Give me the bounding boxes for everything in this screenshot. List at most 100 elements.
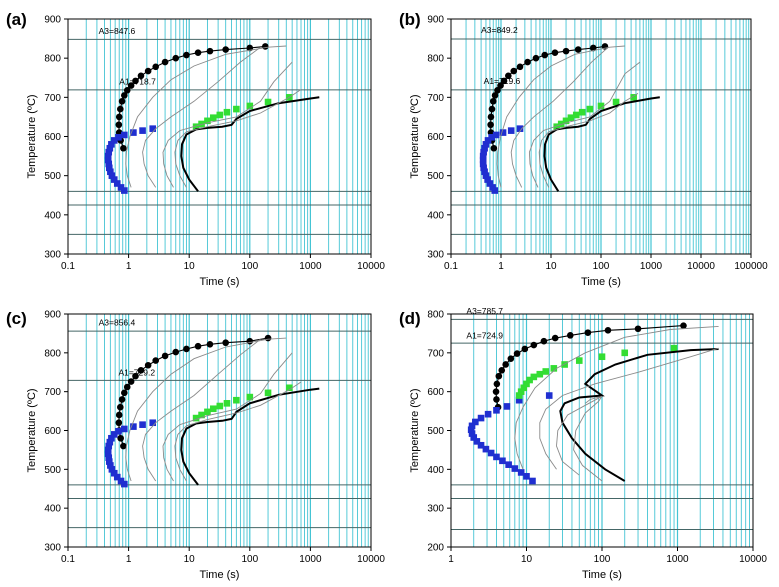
p3-x-tick-label: 100 bbox=[594, 554, 611, 565]
p3-series-1-point bbox=[477, 441, 485, 449]
p1-y-tick-label: 400 bbox=[427, 210, 444, 221]
p0-x-tick-label: 0.1 bbox=[61, 261, 75, 272]
p0-series-2-point bbox=[223, 108, 231, 116]
p1-series-2-point bbox=[572, 111, 580, 119]
p0-series-0-point bbox=[132, 77, 139, 85]
p0-y-tick-label: 800 bbox=[44, 54, 61, 65]
p1-series-2-point bbox=[567, 114, 575, 121]
p1-series-1-point bbox=[492, 131, 500, 139]
p0-series-0-point bbox=[261, 43, 269, 50]
p2-x-tick-label: 10000 bbox=[357, 554, 385, 565]
p1-y-tick-label: 800 bbox=[427, 54, 444, 65]
p1-x-tick-label: 100000 bbox=[734, 261, 768, 272]
p3-series-2-point bbox=[670, 344, 678, 352]
p1-series-1-point bbox=[482, 141, 490, 148]
p1-y-tick-label: 700 bbox=[427, 93, 444, 104]
p3-series-2-point bbox=[523, 380, 530, 388]
p2-series-2-point bbox=[198, 411, 205, 419]
p3-series-0-point bbox=[680, 322, 687, 329]
p0-series-2-point bbox=[264, 98, 272, 106]
p2-series-4-line bbox=[125, 337, 287, 482]
p2-series-1-point bbox=[105, 454, 113, 461]
p0-series-0-point bbox=[115, 121, 123, 129]
p2-series-0-point bbox=[144, 361, 152, 369]
p1-series-0-point bbox=[500, 77, 508, 85]
p1-x-tick-label: 1000 bbox=[640, 261, 663, 272]
p2-series-0-point bbox=[123, 383, 131, 391]
p3-series-2-point bbox=[550, 365, 558, 372]
p3-series-1-point bbox=[503, 403, 511, 410]
p3-annotation: A3=785.7 bbox=[466, 306, 503, 316]
p1-series-1-point bbox=[488, 133, 495, 141]
p1-series-0-point bbox=[574, 46, 582, 53]
p1-series-2-point bbox=[612, 98, 620, 106]
p0-series-1-point bbox=[106, 144, 114, 152]
p1-x-tick-label: 0.1 bbox=[444, 261, 458, 272]
p2-series-0-point bbox=[120, 442, 127, 450]
p1-y-axis-label: Temperature (ºC) bbox=[409, 94, 421, 178]
p3-series-1-point bbox=[545, 392, 553, 399]
p2-series-2-point bbox=[192, 414, 200, 422]
p3-series-1-point bbox=[470, 434, 478, 441]
p0-x-tick-label: 1000 bbox=[299, 261, 322, 272]
p0-series-1-point bbox=[130, 129, 137, 136]
p1-y-tick-label: 600 bbox=[427, 132, 444, 143]
p1-x-tick-label: 1 bbox=[498, 261, 504, 272]
p2-x-tick-label: 0.1 bbox=[61, 554, 75, 565]
p1-series-0-point bbox=[516, 63, 524, 71]
p1-y-tick-label: 500 bbox=[427, 171, 444, 182]
p0-series-7-line bbox=[174, 89, 302, 188]
p0-y-tick-label: 600 bbox=[44, 132, 61, 143]
p1-series-1-point bbox=[499, 129, 507, 136]
p0-series-2-point bbox=[233, 105, 240, 113]
p0-series-0-point bbox=[127, 82, 135, 89]
p3-x-tick-label: 1 bbox=[448, 554, 454, 565]
p0-series-6-line bbox=[162, 61, 293, 188]
p2-series-1-point bbox=[106, 438, 114, 446]
p3-series-1-point bbox=[505, 461, 512, 468]
p1-series-3-line bbox=[543, 96, 660, 192]
p1-series-1-point bbox=[484, 176, 491, 183]
p3-y-tick-label: 300 bbox=[427, 504, 444, 515]
p1-series-1-point bbox=[484, 137, 492, 144]
p0-series-1-point bbox=[110, 137, 118, 144]
p3-x-tick-label: 10000 bbox=[739, 554, 767, 565]
p2-series-2-point bbox=[233, 396, 240, 404]
p0-y-tick-label: 500 bbox=[44, 171, 61, 182]
p1-annotation: A1=719.6 bbox=[484, 76, 521, 86]
p1-series-1-point bbox=[482, 172, 490, 179]
p1-series-2-point bbox=[578, 108, 586, 116]
p0-series-5-line bbox=[142, 46, 261, 188]
p0-series-0-point bbox=[172, 54, 180, 62]
panel-label-a: (a) bbox=[6, 10, 27, 29]
p3-series-4-line bbox=[514, 325, 719, 470]
p2-series-0-point bbox=[117, 403, 124, 411]
p3-series-2-point bbox=[542, 368, 550, 375]
p3-series-2-point bbox=[598, 353, 606, 361]
p3-series-0-point bbox=[521, 345, 529, 353]
p2-series-0-point bbox=[206, 340, 214, 348]
p3-series-0-point bbox=[492, 388, 500, 395]
p3-series-0-point bbox=[507, 355, 515, 362]
p1-series-2-point bbox=[553, 123, 560, 131]
p3-y-tick-label: 200 bbox=[427, 543, 444, 554]
p0-y-axis-label: Temperature (ºC) bbox=[26, 94, 38, 178]
p3-series-3-line bbox=[559, 348, 719, 482]
p2-series-1-point bbox=[121, 425, 128, 433]
p3-series-1-point bbox=[487, 449, 495, 457]
p0-series-0-point bbox=[144, 67, 152, 75]
p2-series-0-point bbox=[117, 434, 124, 442]
p3-series-1-point bbox=[472, 418, 479, 426]
p0-series-1-point bbox=[108, 172, 116, 179]
p2-series-0-point bbox=[121, 389, 128, 397]
p1-series-0-point bbox=[510, 67, 518, 75]
panel-label-b: (b) bbox=[399, 10, 421, 29]
p2-y-tick-label: 700 bbox=[44, 387, 61, 398]
p2-series-0-point bbox=[115, 411, 123, 419]
p1-series-7-line bbox=[538, 93, 639, 188]
p2-x-tick-label: 100 bbox=[241, 554, 258, 565]
p0-annotation: A1=718.7 bbox=[119, 76, 156, 86]
p2-series-0-point bbox=[152, 357, 159, 364]
p3-series-0-point bbox=[530, 341, 538, 349]
